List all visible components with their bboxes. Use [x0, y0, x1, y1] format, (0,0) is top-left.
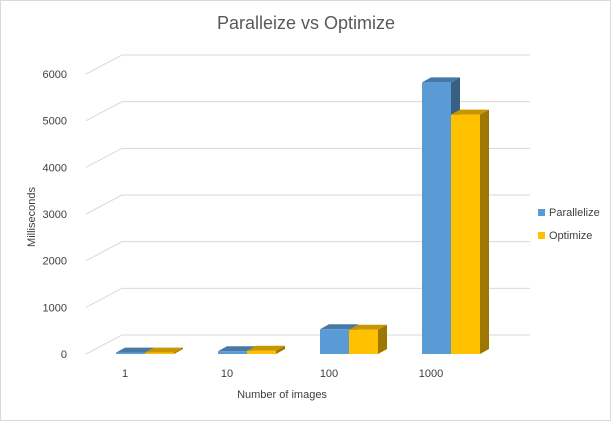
bar-front	[116, 352, 145, 354]
bar-top	[422, 77, 460, 83]
bar-front	[422, 82, 451, 355]
bar-top	[116, 347, 154, 353]
x-tick-label: 100	[320, 368, 338, 380]
x-axis-ticks: 1 10 100 1000	[122, 368, 443, 380]
y-tick-label: 5000	[43, 116, 67, 128]
bar-top	[218, 346, 256, 352]
x-axis-title: Number of images	[237, 389, 327, 401]
gridline	[85, 147, 530, 168]
bar-top	[349, 324, 387, 330]
legend-swatch	[538, 232, 545, 239]
y-tick-label: 1000	[43, 302, 67, 314]
gridline	[85, 54, 530, 75]
legend-label: Parallelize	[549, 207, 600, 219]
bar-front	[218, 351, 247, 354]
bars	[116, 77, 489, 355]
gridline	[85, 101, 530, 122]
y-tick-label: 2000	[43, 256, 67, 268]
y-axis-ticks: 0 1000 2000 3000 4000 5000 6000	[43, 69, 67, 361]
bar-front	[451, 114, 480, 354]
y-tick-label: 3000	[43, 209, 67, 221]
bar-top	[320, 324, 358, 330]
y-axis-title: Milliseconds	[26, 187, 38, 247]
bar-side	[276, 345, 285, 354]
gridline	[85, 194, 530, 215]
bar-top	[247, 345, 285, 351]
bar-front	[320, 329, 349, 354]
bar-top	[451, 109, 489, 115]
bar-side	[480, 109, 489, 354]
bar-front	[247, 350, 276, 354]
y-tick-label: 0	[61, 349, 67, 361]
x-tick-label: 1	[122, 368, 128, 380]
bar-top	[145, 347, 183, 353]
bar-front	[349, 329, 378, 354]
bar-side	[378, 324, 387, 354]
legend-item-parallelize: Parallelize	[538, 207, 600, 219]
bar-side	[174, 347, 183, 354]
legend: Parallelize Optimize	[538, 207, 600, 242]
chart-title: Paralleize vs Optimize	[217, 13, 395, 33]
y-tick-label: 6000	[43, 69, 67, 81]
y-tick-label: 4000	[43, 162, 67, 174]
gridlines	[85, 54, 530, 355]
x-tick-label: 1000	[419, 368, 443, 380]
legend-swatch	[538, 209, 545, 216]
x-tick-label: 10	[221, 368, 233, 380]
bar-optimize-1000	[451, 109, 489, 354]
gridline	[85, 287, 530, 308]
legend-item-optimize: Optimize	[538, 230, 592, 242]
gridline	[85, 334, 530, 355]
legend-label: Optimize	[549, 230, 592, 242]
bar-optimize-1	[145, 347, 183, 354]
gridline	[85, 241, 530, 262]
bar-front	[145, 352, 174, 354]
bar-optimize-10	[247, 345, 285, 354]
bar-optimize-100	[349, 324, 387, 354]
